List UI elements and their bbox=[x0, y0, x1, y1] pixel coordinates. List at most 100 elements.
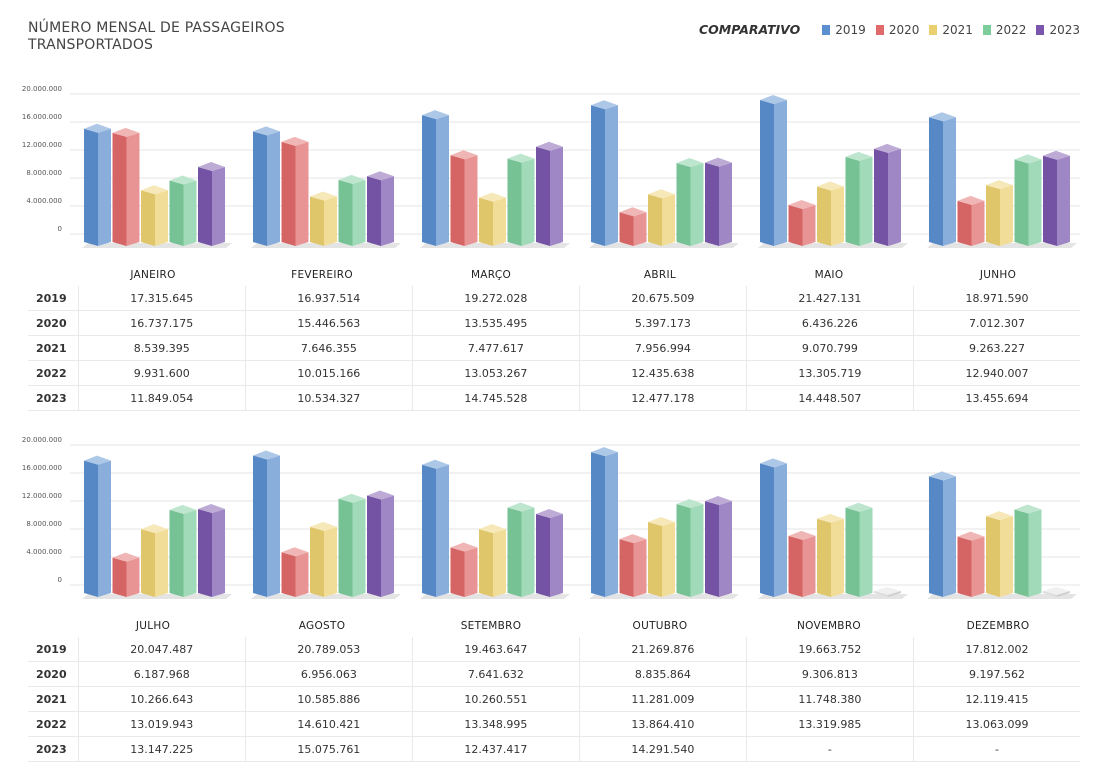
bar-top-2023-outubro bbox=[705, 495, 732, 505]
bar-top-2020-junho bbox=[957, 195, 985, 205]
bar-side-2020-julho bbox=[126, 557, 140, 597]
table-row: 2023 13.147.225 15.075.761 12.437.417 14.291… bbox=[28, 736, 1080, 762]
bar-2019-janeiro bbox=[84, 128, 98, 246]
floor-shadow bbox=[758, 243, 908, 248]
table-cell: 9.197.562 bbox=[912, 661, 1080, 687]
bar-top-2020-fevereiro bbox=[281, 136, 309, 146]
bar-top-2021-novembro bbox=[817, 513, 844, 523]
legend-label: 2021 bbox=[942, 22, 973, 37]
table-cell: 13.535.495 bbox=[411, 310, 580, 336]
bar-top-2019-dezembro bbox=[929, 471, 956, 481]
bar-side-2020-abril bbox=[633, 212, 647, 246]
bar-side-2021-fevereiro bbox=[324, 196, 337, 246]
bar-side-2022-agosto bbox=[352, 498, 366, 597]
table-cell: 13.019.943 bbox=[77, 711, 246, 737]
bar-top-2022-novembro bbox=[845, 502, 873, 512]
bar-side-2021-março bbox=[493, 197, 506, 246]
legend-swatch bbox=[1036, 24, 1045, 35]
bar-side-2019-maio bbox=[774, 100, 787, 246]
table-cell: 10.585.886 bbox=[244, 686, 413, 712]
table-row: 2022 13.019.943 14.610.421 13.348.995 13.864… bbox=[28, 711, 1080, 737]
bar-top-2021-março bbox=[479, 192, 506, 202]
row-year-label: 2022 bbox=[28, 360, 79, 386]
table-cell: 7.477.617 bbox=[411, 335, 580, 361]
bar-side-2022-julho bbox=[183, 509, 197, 597]
bar-2022-outubro bbox=[676, 503, 691, 597]
bar-top-2020-abril bbox=[619, 207, 647, 217]
bar-2021-março bbox=[479, 197, 493, 246]
y-tick-label: 4.000.000 bbox=[26, 197, 62, 205]
table-cell: 10.534.327 bbox=[244, 385, 413, 411]
bar-2023-fevereiro bbox=[367, 176, 381, 246]
row-year-label: 2020 bbox=[28, 310, 79, 336]
bar-2021-setembro bbox=[479, 529, 493, 597]
bar-2021-janeiro bbox=[141, 190, 155, 246]
bar-top-2023-fevereiro bbox=[367, 171, 394, 181]
bar-2021-fevereiro bbox=[310, 196, 324, 246]
bar-2021-agosto bbox=[310, 526, 324, 597]
table-cell: 14.291.540 bbox=[578, 736, 747, 762]
floor-shadow bbox=[251, 594, 401, 599]
floor-shadow bbox=[420, 594, 570, 599]
legend-label: 2023 bbox=[1049, 22, 1080, 37]
bar-top-2019-março bbox=[422, 110, 449, 120]
bar-2020-maio bbox=[788, 204, 803, 246]
bar-top-2022-março bbox=[507, 153, 535, 163]
bar-top-2022-junho bbox=[1014, 154, 1042, 164]
bar-top-2019-janeiro bbox=[84, 123, 111, 133]
bar-side-2021-setembro bbox=[493, 529, 506, 597]
bar-2022-setembro bbox=[507, 507, 522, 597]
bar-2023-junho bbox=[1043, 155, 1057, 246]
bar-top-2021-janeiro bbox=[141, 185, 168, 195]
bar-top-2019-novembro bbox=[760, 458, 787, 468]
chart-title: NÚMERO MENSAL DE PASSAGEIROS TRANSPORTAD… bbox=[28, 20, 285, 53]
bar-2021-outubro bbox=[648, 522, 662, 597]
table-cell: 13.319.985 bbox=[745, 711, 914, 737]
table-cell: 13.864.410 bbox=[578, 711, 747, 737]
bar-2019-novembro bbox=[760, 463, 774, 597]
bar-2019-dezembro bbox=[929, 476, 943, 597]
bar-side-2019-dezembro bbox=[943, 476, 956, 597]
table-cell: 20.789.053 bbox=[244, 637, 413, 662]
month-label: MARÇO bbox=[471, 269, 511, 281]
table-cell: 9.931.600 bbox=[77, 360, 246, 386]
data-table-first-half: 2019 17.315.645 16.937.514 19.272.028 20.675… bbox=[28, 286, 1080, 411]
bar-2020-dezembro bbox=[957, 536, 972, 597]
empty-bar-front bbox=[874, 591, 888, 597]
table-cell: 21.427.131 bbox=[745, 286, 914, 311]
month-label: JANEIRO bbox=[129, 269, 175, 281]
bar-side-2021-junho bbox=[1000, 185, 1013, 246]
y-tick-label: 16.000.000 bbox=[22, 113, 62, 121]
bar-side-2020-março bbox=[464, 155, 478, 246]
bar-side-2023-maio bbox=[888, 148, 901, 246]
table-cell: 18.971.590 bbox=[912, 286, 1080, 311]
row-year-label: 2022 bbox=[28, 711, 79, 737]
bar-side-2020-fevereiro bbox=[295, 141, 309, 246]
data-table-second-half: 2019 20.047.487 20.789.053 19.463.647 21.269… bbox=[28, 637, 1080, 762]
table-row: 2020 16.737.175 15.446.563 13.535.495 5.397.… bbox=[28, 310, 1080, 336]
y-tick-label: 12.000.000 bbox=[22, 492, 62, 500]
table-cell: 6.956.063 bbox=[244, 661, 413, 687]
month-label: FEVEREIRO bbox=[291, 269, 353, 281]
bar-side-2022-novembro bbox=[859, 507, 873, 597]
bar-side-2022-setembro bbox=[521, 507, 535, 597]
bar-top-2021-abril bbox=[648, 189, 675, 199]
y-tick-label: 0 bbox=[58, 225, 62, 233]
bar-side-2023-janeiro bbox=[212, 167, 225, 246]
table-cell: 7.641.632 bbox=[411, 661, 580, 687]
bar-top-2020-janeiro bbox=[112, 127, 140, 137]
bar-top-2021-setembro bbox=[479, 524, 506, 534]
bar-side-2022-janeiro bbox=[183, 180, 197, 246]
bar-2021-dezembro bbox=[986, 516, 1000, 597]
bar-2019-março bbox=[422, 115, 436, 247]
empty-bar-side bbox=[1057, 591, 1070, 597]
table-cell: 8.539.395 bbox=[77, 335, 246, 361]
table-cell: 20.675.509 bbox=[578, 286, 747, 311]
table-cell: 15.075.761 bbox=[244, 736, 413, 762]
bar-2022-junho bbox=[1014, 159, 1029, 246]
bar-2020-novembro bbox=[788, 535, 803, 597]
bar-side-2021-agosto bbox=[324, 526, 337, 597]
bar-side-2019-março bbox=[436, 115, 449, 247]
table-cell: 12.437.417 bbox=[411, 736, 580, 762]
bar-side-2021-dezembro bbox=[1000, 516, 1013, 597]
